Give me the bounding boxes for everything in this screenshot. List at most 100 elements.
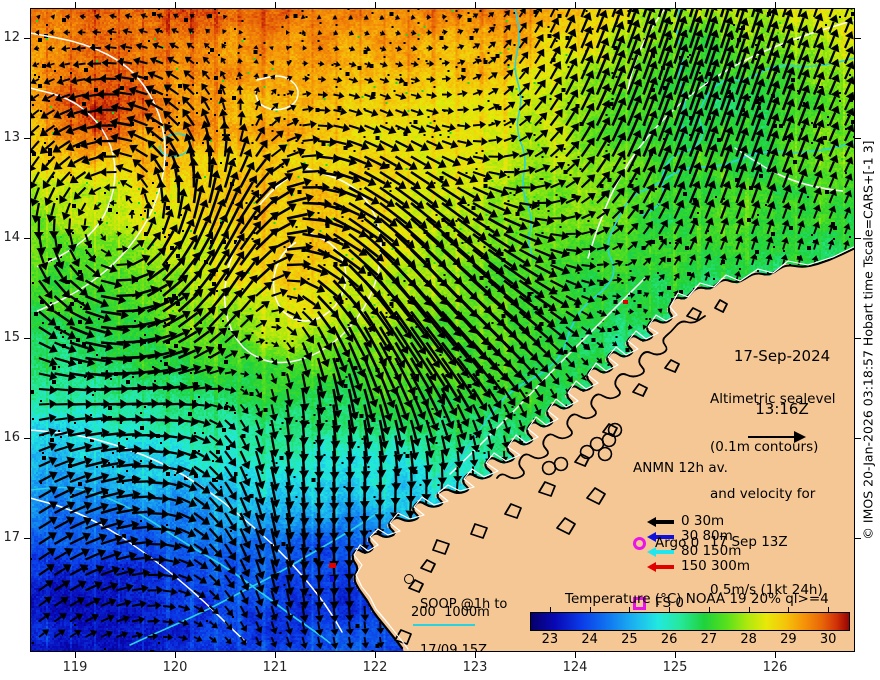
altimetric-line-3: 17 Sep 13Z <box>710 534 788 551</box>
y-tick-mark <box>24 338 30 339</box>
anmn-legend-item: 150 300m <box>647 557 750 574</box>
argo-legend-row: Argo 0 <box>630 533 700 555</box>
credit-container: © IMOS 20-Jan-2026 03:18:57 Hobart time … <box>856 0 880 680</box>
x-tick-label-126: 126 <box>762 660 788 675</box>
soop-legend: SOOP @1h to 17/09 15Z <box>420 566 507 652</box>
soop-circle-icon <box>404 574 414 584</box>
anmn-legend-item: 0 30m <box>647 512 750 529</box>
y-tick-label-12: 12 <box>3 30 20 45</box>
altimetric-line-2: and velocity for <box>710 486 816 503</box>
map-datestamp: 17-Sep-2024 13:16Z <box>702 313 855 455</box>
colorbar-tick-mark <box>629 607 631 612</box>
x-tick-mark <box>475 652 476 658</box>
soop-legend-line-1: SOOP @1h to <box>420 596 508 612</box>
y-tick-mark <box>24 438 30 439</box>
argo-legend-label: Argo 0 <box>655 534 700 551</box>
x-tick-mark-top <box>575 2 576 8</box>
argo-circle-icon <box>633 537 646 551</box>
altimetric-description: Altimetric sealevel (0.1m contours) and … <box>710 360 836 631</box>
x-tick-label-121: 121 <box>262 660 288 675</box>
x-tick-mark-top <box>75 2 76 8</box>
velocity-arrow-head <box>794 431 806 443</box>
bathymetry-legend-line <box>413 624 475 626</box>
platform-markers-legend: Argo 0 FS 0 drifter <box>630 495 700 652</box>
y-tick-label-13: 13 <box>3 130 20 145</box>
altimetric-line-0: Altimetric sealevel <box>710 390 836 407</box>
y-tick-mark <box>24 538 30 539</box>
fs-square-icon <box>633 597 646 610</box>
x-tick-label-119: 119 <box>62 660 88 675</box>
x-tick-mark-top <box>175 2 176 8</box>
colorbar-tick-mark <box>748 607 750 612</box>
colorbar-tick-mark <box>669 607 671 612</box>
anmn-legend-item-label: 80 150m <box>681 542 742 559</box>
colorbar-tick-label-25: 25 <box>621 632 638 647</box>
colorbar-tick-mark <box>788 607 790 612</box>
x-tick-label-120: 120 <box>162 660 188 675</box>
x-tick-mark-top <box>475 2 476 8</box>
x-tick-label-125: 125 <box>662 660 688 675</box>
anmn-arrow-icon <box>647 516 677 528</box>
x-tick-label-124: 124 <box>562 660 588 675</box>
colorbar-tick-label-24: 24 <box>581 632 598 647</box>
colorbar-tick-label-28: 28 <box>740 632 757 647</box>
x-tick-mark-top <box>375 2 376 8</box>
x-tick-mark-top <box>675 2 676 8</box>
colorbar-tick-mark <box>828 607 830 612</box>
x-tick-mark <box>375 652 376 658</box>
x-tick-mark <box>175 652 176 658</box>
colorbar-tick-label-27: 27 <box>700 632 718 647</box>
x-tick-mark <box>575 652 576 658</box>
altimetric-line-4: 0.5m/s (1kt 24h) <box>710 581 823 598</box>
anmn-arrow-icon <box>647 531 677 543</box>
anmn-arrow-icon <box>647 546 677 558</box>
colorbar-tick-mark <box>589 607 591 612</box>
y-tick-mark <box>24 38 30 39</box>
y-tick-mark-right <box>855 238 861 239</box>
imos-credit-text: © IMOS 20-Jan-2026 03:18:57 Hobart time … <box>860 140 876 540</box>
anmn-legend-item-label: 0 30m <box>681 512 725 529</box>
anmn-legend-item: 80 150m <box>647 542 750 559</box>
anmn-legend-title: ANMN 12h av. <box>633 459 728 476</box>
map-date: 17-Sep-2024 <box>733 347 831 366</box>
soop-legend-line-2: 17/09 15Z <box>420 642 488 652</box>
x-tick-mark-top <box>275 2 276 8</box>
y-tick-label-17: 17 <box>3 530 20 545</box>
x-tick-mark-top <box>775 2 776 8</box>
colorbar-tick-label-30: 30 <box>819 632 837 647</box>
colorbar-tick-mark <box>549 607 551 612</box>
y-tick-mark-right <box>855 538 861 539</box>
anmn-legend: ANMN 12h av. 0 30m 30 80m 80 150m 150 30… <box>633 423 750 612</box>
velocity-scale-arrow <box>748 431 810 443</box>
bathymetry-legend-label: 200 1000m <box>411 605 490 620</box>
y-tick-mark-right <box>855 138 861 139</box>
colorbar-gradient <box>530 612 850 631</box>
x-tick-label-123: 123 <box>462 660 488 675</box>
map-time: 13:16Z <box>755 400 809 419</box>
velocity-arrow-shaft <box>748 436 800 438</box>
anmn-legend-item-label: 30 80m <box>681 527 733 544</box>
y-tick-label-15: 15 <box>3 330 20 345</box>
colorbar-tick-label-29: 29 <box>780 632 797 647</box>
x-tick-mark <box>675 652 676 658</box>
map-plot-area[interactable]: 17-Sep-2024 13:16Z Altimetric sealevel (… <box>30 8 855 652</box>
colorbar-tick-label-23: 23 <box>541 632 559 647</box>
anmn-legend-item-label: 150 300m <box>681 557 750 574</box>
anmn-legend-rows: 0 30m 30 80m 80 150m 150 300m <box>633 512 750 574</box>
colorbar-tick-label-26: 26 <box>660 632 678 647</box>
y-tick-mark <box>24 138 30 139</box>
anmn-legend-item: 30 80m <box>647 527 750 544</box>
x-tick-mark <box>75 652 76 658</box>
colorbar-tick-mark <box>708 607 710 612</box>
x-tick-mark <box>775 652 776 658</box>
x-tick-label-122: 122 <box>362 660 388 675</box>
y-tick-label-14: 14 <box>3 230 20 245</box>
y-tick-mark <box>24 238 30 239</box>
fs-legend-row: FS 0 <box>630 593 700 615</box>
x-tick-mark <box>275 652 276 658</box>
y-tick-mark-right <box>855 338 861 339</box>
y-tick-mark-right <box>855 438 861 439</box>
colorbar-title: Temperature (°C) NOAA 19 20% ql>=4 <box>565 591 829 607</box>
y-tick-label-16: 16 <box>3 430 20 445</box>
map-overlays-contours-vectors-coastline <box>30 8 855 652</box>
